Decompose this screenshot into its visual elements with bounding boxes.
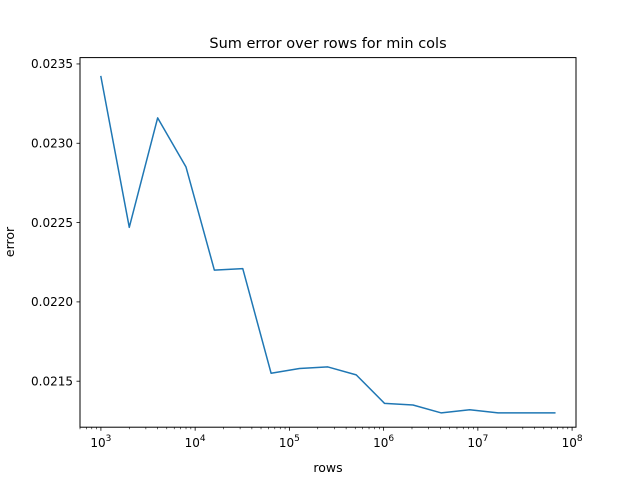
x-tick-label: 106 <box>373 434 394 450</box>
x-axis: 103 104 105 106 107 108 <box>79 427 583 450</box>
series-line-0 <box>100 75 556 414</box>
plot-area <box>100 75 556 414</box>
x-tick-label: 108 <box>562 434 583 450</box>
y-axis: 0.0215 0.0220 0.0225 0.0230 0.0235 <box>31 57 80 388</box>
y-tick-label: 0.0220 <box>31 295 73 309</box>
x-tick-label: 105 <box>279 434 300 450</box>
y-tick-label: 0.0230 <box>31 137 73 151</box>
x-tick-label: 107 <box>467 434 488 450</box>
y-axis-label: error <box>2 226 17 257</box>
y-tick-label: 0.0225 <box>31 216 73 230</box>
axes-frame <box>79 57 577 428</box>
chart-title: Sum error over rows for min cols <box>209 36 446 52</box>
y-tick-label: 0.0215 <box>31 374 73 388</box>
x-tick-label: 103 <box>90 434 111 450</box>
y-tick-label: 0.0235 <box>31 57 73 71</box>
x-tick-label: 104 <box>185 434 206 450</box>
x-axis-label: rows <box>313 460 342 475</box>
